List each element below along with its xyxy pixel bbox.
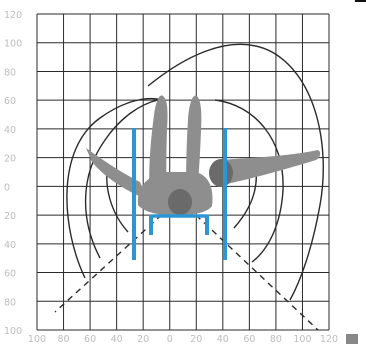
- x-tick-label: 20: [190, 334, 202, 345]
- y-tick-label: 40: [4, 125, 16, 136]
- y-tick-label: 0: [4, 182, 10, 193]
- right-outstretched-arm: [218, 150, 321, 185]
- x-tick-label: 60: [84, 334, 96, 345]
- y-tick-label: 100: [4, 326, 22, 337]
- corner-swatch: [346, 334, 358, 344]
- y-tick-label: 40: [4, 240, 16, 251]
- inner-right-arc: [214, 99, 284, 263]
- inner-left-arc: [84, 99, 159, 259]
- y-tick-label: 80: [4, 67, 16, 78]
- x-tick-label: 60: [243, 334, 255, 345]
- right-shoulder: [209, 159, 233, 187]
- y-tick-label: 80: [4, 297, 16, 308]
- corner-mark: [355, 0, 366, 2]
- right-dashed-line: [179, 199, 319, 331]
- x-tick-label: 0: [167, 334, 173, 345]
- y-tick-label: 60: [4, 269, 16, 280]
- grid: [36, 13, 330, 331]
- x-tick-label: 40: [217, 334, 229, 345]
- x-tick-label: 100: [293, 334, 311, 345]
- x-tick-label: 20: [137, 334, 149, 345]
- head: [168, 189, 192, 215]
- y-tick-label: 100: [4, 39, 22, 50]
- left-reach-arc: [66, 97, 163, 279]
- x-tick-label: 80: [270, 334, 282, 345]
- x-axis-ticks: 100 80 60 40 20 0 20 40 60 80 100 120: [28, 334, 338, 345]
- outer-reach-arc: [147, 43, 324, 301]
- x-tick-label: 100: [28, 334, 46, 345]
- left-dashed-line: [54, 199, 179, 313]
- y-tick-label: 20: [4, 211, 16, 222]
- y-axis-ticks: 120 100 80 60 40 20 0 20 40 60 80 100: [4, 10, 22, 337]
- x-tick-label: 120: [320, 334, 338, 345]
- y-tick-label: 20: [4, 154, 16, 165]
- x-tick-label: 40: [111, 334, 123, 345]
- y-tick-label: 60: [4, 96, 16, 107]
- x-tick-label: 80: [57, 334, 69, 345]
- y-tick-label: 120: [4, 10, 22, 21]
